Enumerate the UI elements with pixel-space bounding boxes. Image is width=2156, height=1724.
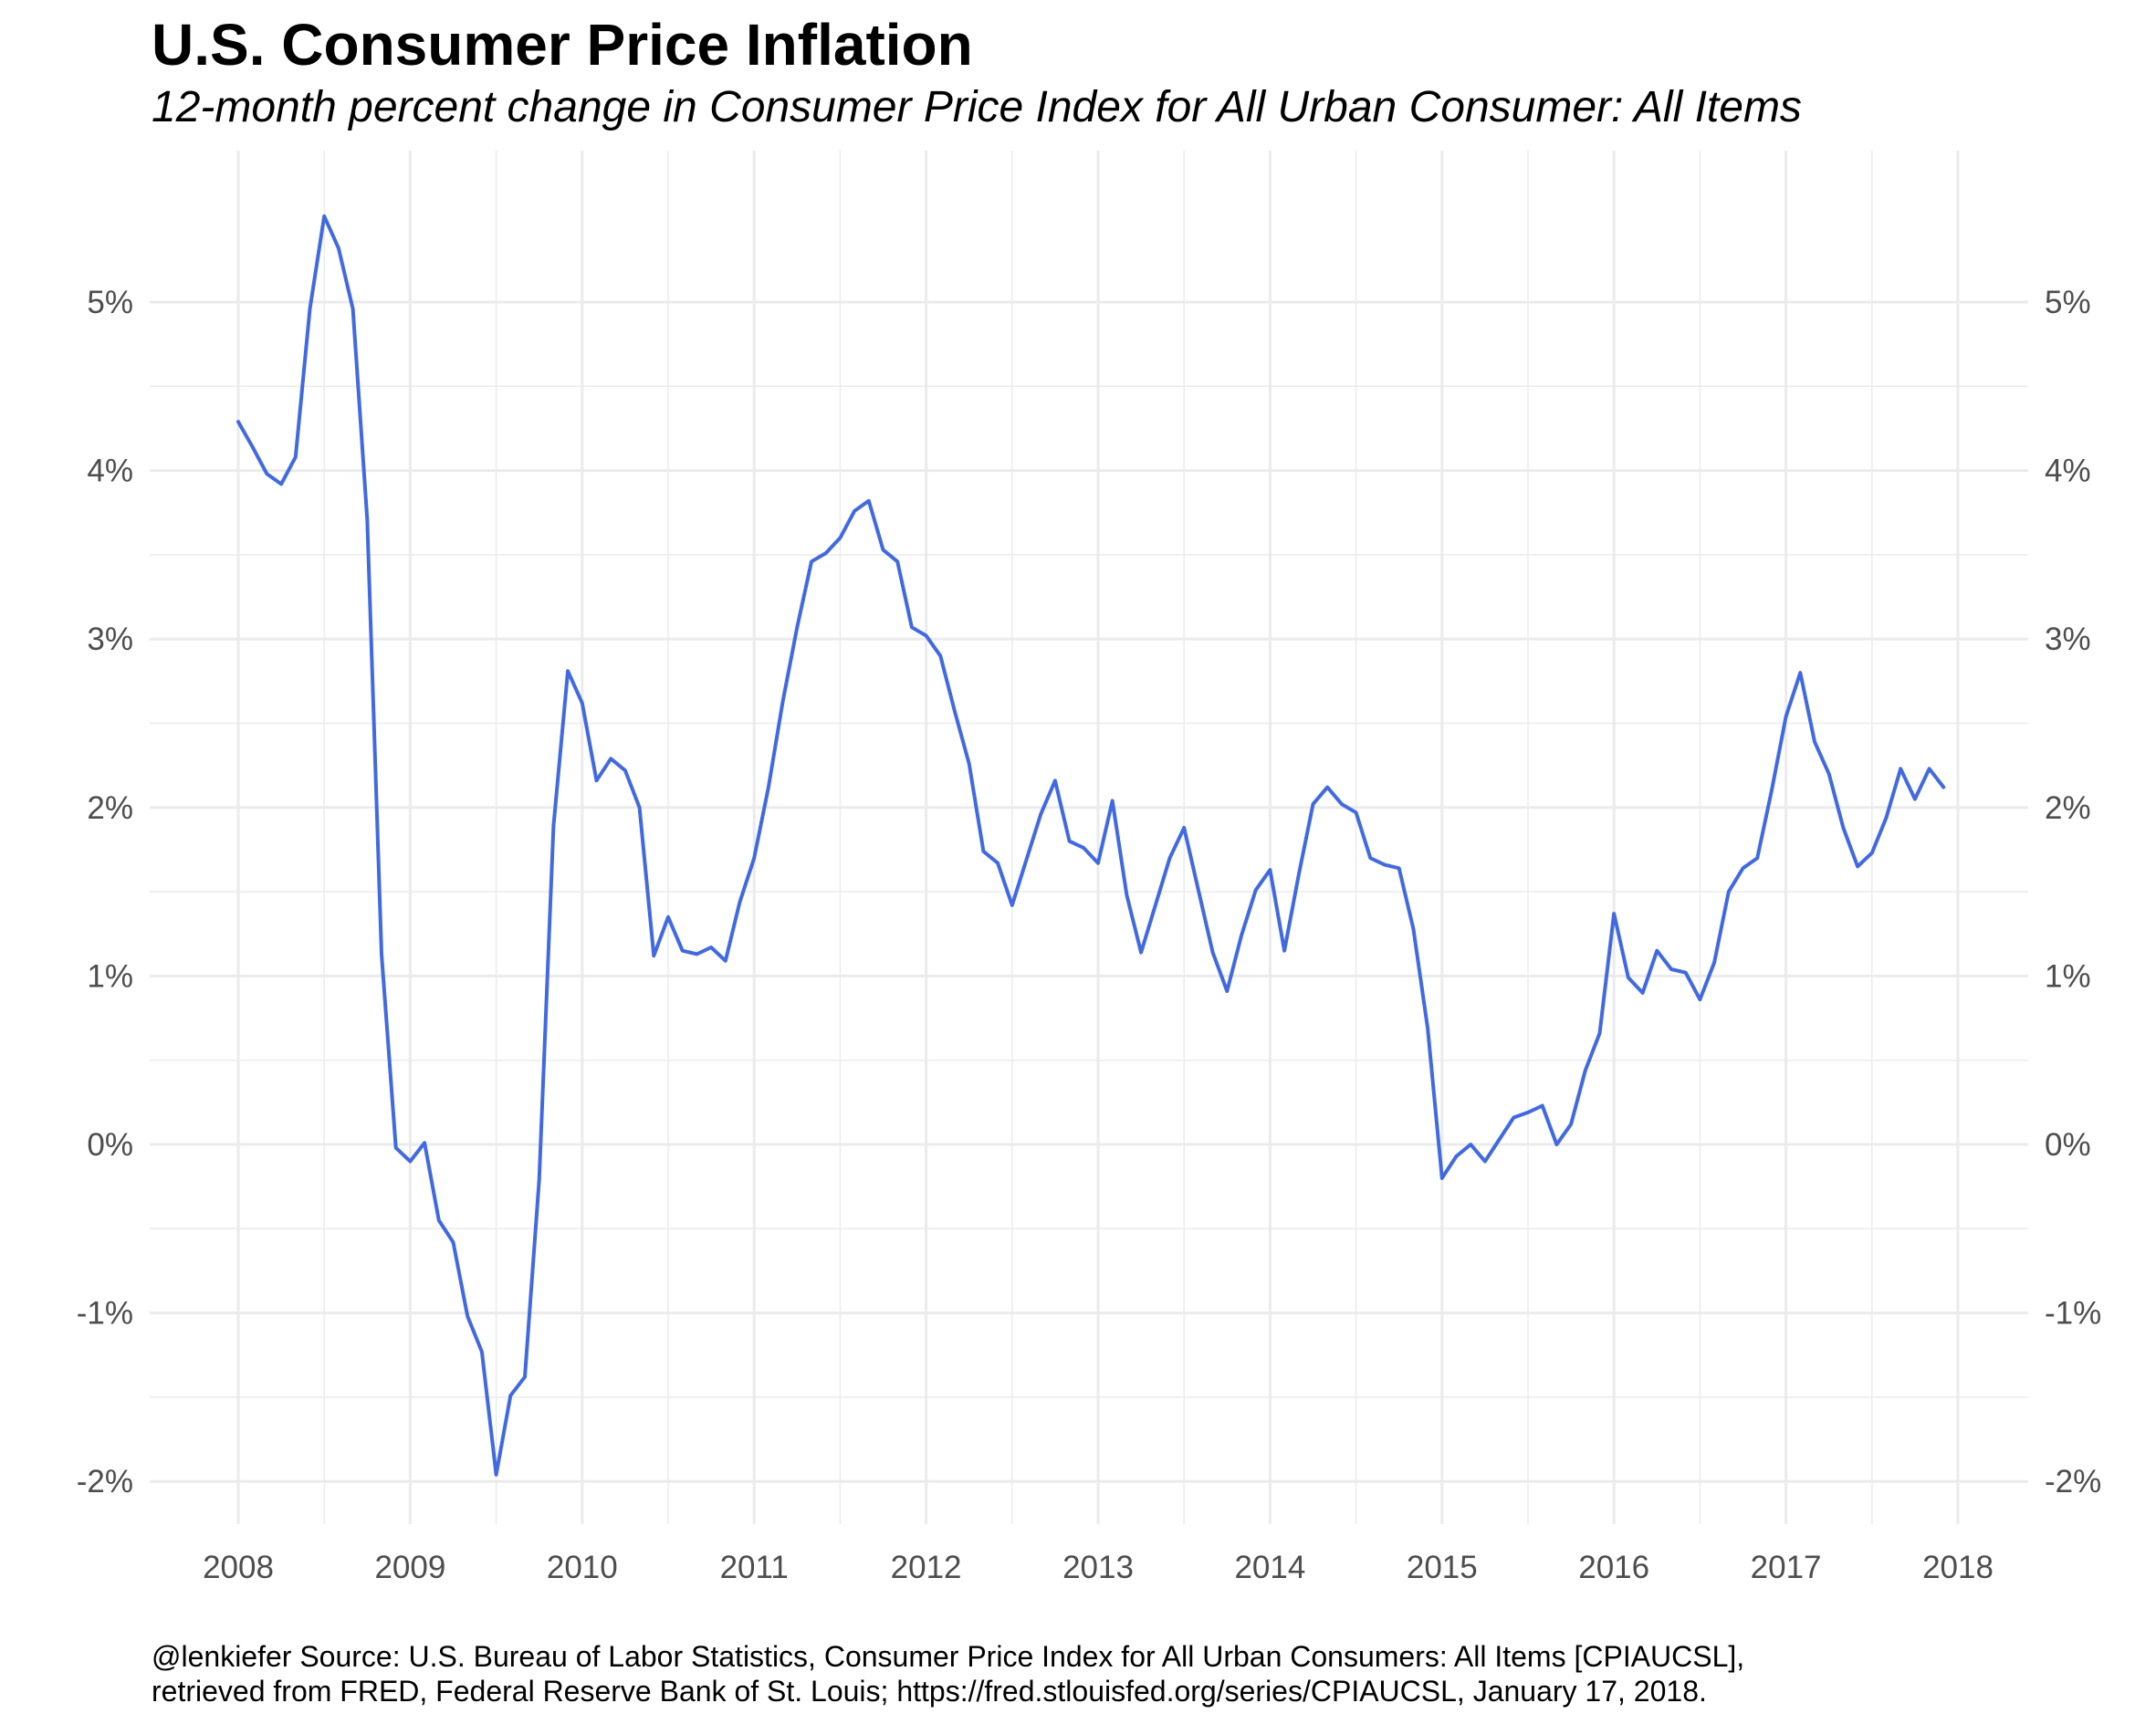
y-axis-left: -2% -1% 0% 1% 2% 3% 4% 5%: [77, 285, 133, 1499]
y-tick-label: -1%: [77, 1296, 133, 1332]
y-tick-label: -2%: [77, 1464, 133, 1499]
x-tick-label: 2014: [1234, 1550, 1305, 1585]
y-tick-label: 0%: [2045, 1127, 2091, 1163]
y-tick-label: 0%: [87, 1127, 133, 1163]
x-tick-label: 2011: [720, 1550, 789, 1585]
caption-line: retrieved from FRED, Federal Reserve Ban…: [152, 1675, 1707, 1708]
y-tick-label: 1%: [2045, 958, 2091, 994]
y-tick-label: 1%: [87, 958, 133, 994]
y-tick-label: 3%: [87, 622, 133, 657]
caption-line: @lenkiefer Source: U.S. Bureau of Labor …: [152, 1640, 1745, 1673]
y-tick-label: 4%: [2045, 454, 2091, 489]
x-tick-label: 2015: [1407, 1550, 1478, 1585]
minor-gridlines: [150, 151, 2028, 1524]
y-tick-label: 3%: [2045, 622, 2091, 657]
y-tick-label: 2%: [2045, 790, 2091, 826]
x-tick-label: 2009: [374, 1550, 445, 1585]
major-gridlines: [150, 151, 2028, 1524]
x-tick-label: 2013: [1062, 1550, 1134, 1585]
y-tick-label: 4%: [87, 454, 133, 489]
y-tick-label: 5%: [2045, 285, 2091, 320]
x-axis: 2008 2009 2010 2011 2012 2013 2014 2015 2016 2017…: [203, 1550, 1994, 1585]
x-tick-label: 2008: [203, 1550, 274, 1585]
x-tick-label: 2018: [1922, 1550, 1994, 1585]
y-tick-label: -1%: [2045, 1296, 2101, 1332]
chart-title: U.S. Consumer Price Inflation: [152, 12, 973, 78]
y-tick-label: 5%: [87, 285, 133, 320]
series-layer: [236, 214, 1946, 1477]
x-tick-label: 2010: [547, 1550, 618, 1585]
x-tick-label: 2012: [891, 1550, 962, 1585]
source-caption: @lenkiefer Source: U.S. Bureau of Labor …: [152, 1639, 1744, 1708]
x-tick-label: 2016: [1578, 1550, 1649, 1585]
chart-subtitle: 12-month percent change in Consumer Pric…: [152, 83, 1802, 131]
x-tick-label: 2017: [1751, 1550, 1822, 1585]
y-axis-right: -2% -1% 0% 1% 2% 3% 4% 5%: [2045, 285, 2101, 1499]
y-tick-label: -2%: [2045, 1464, 2101, 1499]
y-tick-label: 2%: [87, 790, 133, 826]
series-line: [236, 214, 1946, 1477]
